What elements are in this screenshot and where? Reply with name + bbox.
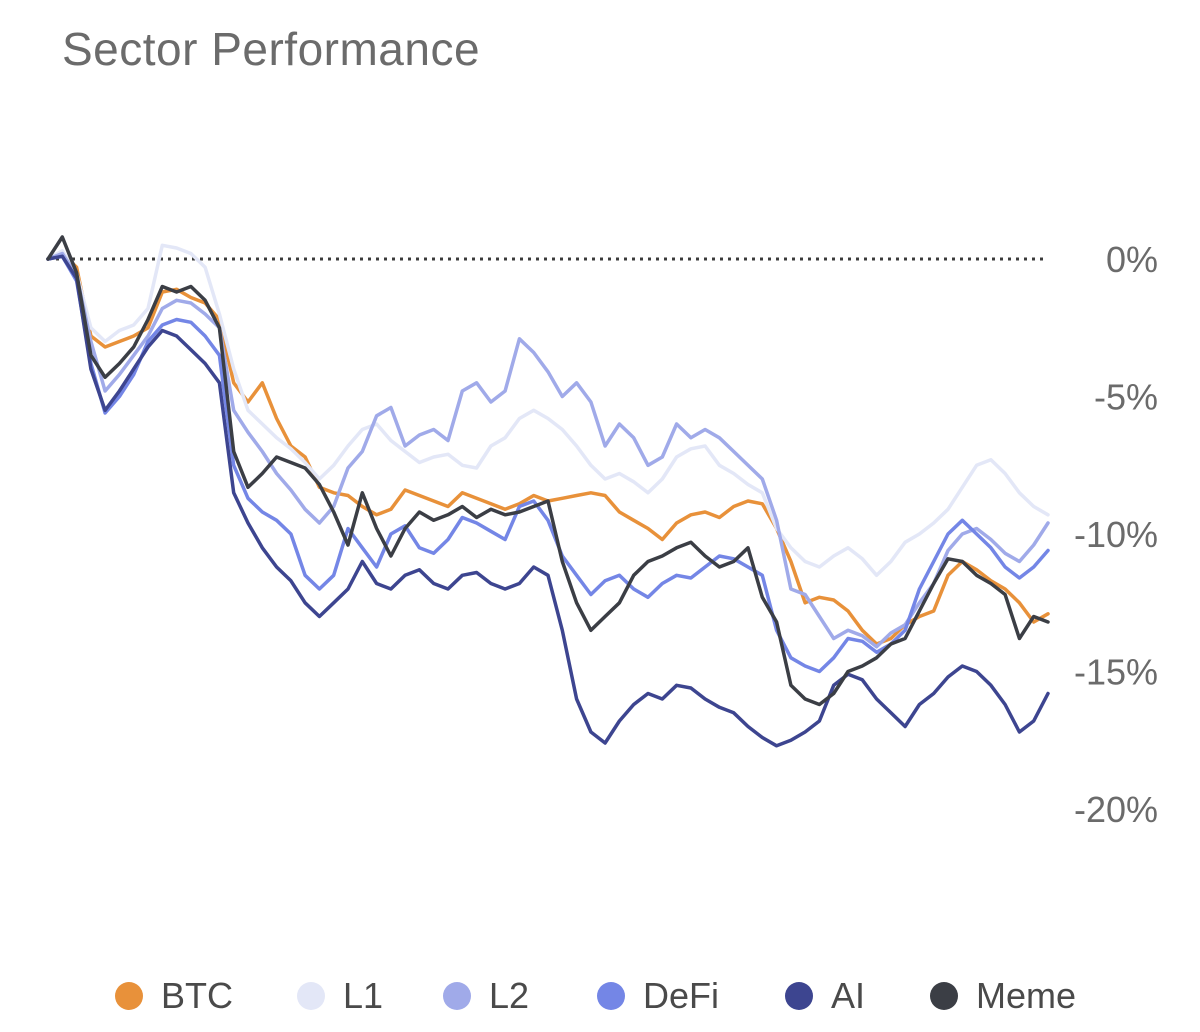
legend: BTC L1 L2 DeFi AI Meme — [0, 968, 1200, 1024]
series-line-ai — [46, 254, 1050, 748]
legend-dot-l2 — [443, 982, 471, 1010]
y-tick-label: -5% — [1094, 377, 1158, 418]
series-line-btc — [46, 251, 1050, 646]
y-tick-label: -10% — [1074, 514, 1158, 555]
legend-label-l2: L2 — [489, 975, 530, 1016]
legend-item-meme[interactable]: Meme — [930, 968, 1076, 1024]
legend-dot-meme — [930, 982, 958, 1010]
y-tick-label: -20% — [1074, 789, 1158, 830]
legend-item-defi[interactable]: DeFi — [597, 968, 719, 1024]
legend-label-meme: Meme — [976, 975, 1077, 1016]
legend-dot-btc — [115, 982, 143, 1010]
series-line-defi — [46, 254, 1050, 674]
y-tick-label: 0% — [1106, 239, 1158, 280]
legend-item-btc[interactable]: BTC — [115, 968, 233, 1024]
series-line-l2 — [46, 251, 1050, 649]
y-axis-ticks: 0% -5% -10% -15% -20% — [1074, 239, 1158, 830]
legend-dot-defi — [597, 982, 625, 1010]
legend-label-btc: BTC — [161, 975, 233, 1016]
legend-label-defi: DeFi — [643, 975, 720, 1016]
legend-dot-l1 — [297, 982, 325, 1010]
legend-item-ai[interactable]: AI — [785, 968, 865, 1024]
series-line-l1 — [46, 243, 1050, 578]
legend-label-ai: AI — [831, 975, 866, 1016]
y-tick-label: -15% — [1074, 652, 1158, 693]
legend-label-l1: L1 — [343, 975, 384, 1016]
series-lines — [46, 235, 1050, 748]
legend-dot-ai — [785, 982, 813, 1010]
legend-item-l1[interactable]: L1 — [297, 968, 383, 1024]
series-line-meme — [46, 235, 1050, 707]
legend-item-l2[interactable]: L2 — [443, 968, 529, 1024]
chart-title: Sector Performance — [62, 23, 481, 75]
